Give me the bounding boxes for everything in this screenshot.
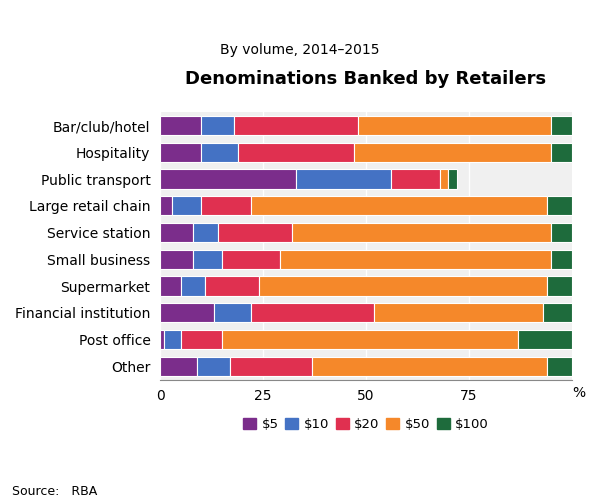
Bar — [222, 249, 280, 269]
Text: Source:   RBA: Source: RBA — [12, 485, 97, 498]
Bar — [391, 169, 440, 188]
Bar — [448, 169, 457, 188]
Bar — [160, 116, 201, 135]
Bar — [251, 303, 374, 323]
Bar — [259, 277, 547, 296]
Bar — [230, 357, 313, 376]
Bar — [251, 196, 547, 216]
Bar — [440, 169, 448, 188]
Bar — [201, 116, 234, 135]
Text: By volume, 2014–2015: By volume, 2014–2015 — [220, 43, 380, 57]
Bar — [160, 303, 214, 323]
Bar — [551, 143, 572, 162]
Bar — [238, 143, 353, 162]
Text: %: % — [572, 387, 585, 400]
Bar — [205, 277, 259, 296]
Bar — [551, 223, 572, 242]
Bar — [292, 223, 551, 242]
Bar — [214, 303, 251, 323]
Bar — [193, 249, 222, 269]
Bar — [218, 223, 292, 242]
Bar — [160, 277, 181, 296]
Bar — [353, 143, 551, 162]
Bar — [543, 303, 572, 323]
Bar — [201, 143, 238, 162]
Legend: $5, $10, $20, $50, $100: $5, $10, $20, $50, $100 — [238, 413, 494, 436]
Bar — [547, 196, 572, 216]
Bar — [172, 196, 201, 216]
Bar — [201, 196, 251, 216]
Bar — [181, 330, 222, 349]
Bar — [547, 357, 572, 376]
Bar — [551, 116, 572, 135]
Bar — [313, 357, 547, 376]
Bar — [160, 330, 164, 349]
Bar — [296, 169, 391, 188]
Bar — [551, 249, 572, 269]
Bar — [160, 357, 197, 376]
Bar — [547, 277, 572, 296]
Bar — [518, 330, 572, 349]
Bar — [181, 277, 205, 296]
Bar — [160, 169, 296, 188]
Bar — [374, 303, 543, 323]
Bar — [160, 143, 201, 162]
Bar — [234, 116, 358, 135]
Bar — [160, 249, 193, 269]
Bar — [160, 223, 193, 242]
Bar — [193, 223, 218, 242]
Bar — [222, 330, 518, 349]
Title: Denominations Banked by Retailers: Denominations Banked by Retailers — [185, 71, 547, 88]
Bar — [164, 330, 181, 349]
Bar — [280, 249, 551, 269]
Bar — [197, 357, 230, 376]
Bar — [358, 116, 551, 135]
Bar — [160, 196, 172, 216]
